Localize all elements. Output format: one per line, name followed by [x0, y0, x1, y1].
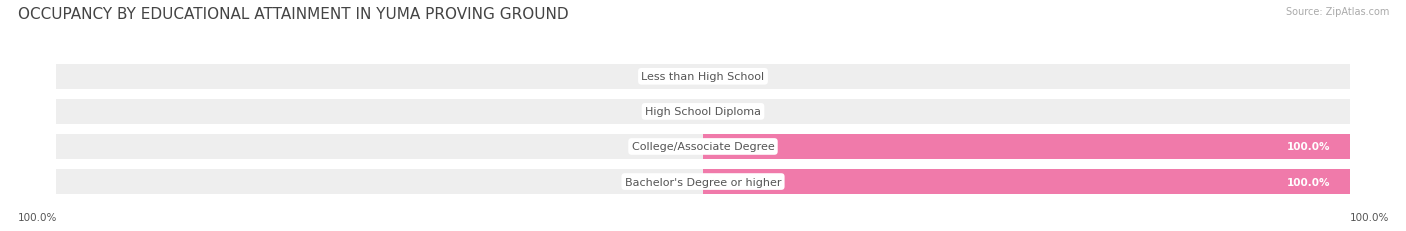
Bar — [703, 169, 1350, 194]
Text: 0.0%: 0.0% — [716, 72, 742, 82]
Text: Less than High School: Less than High School — [641, 72, 765, 82]
Text: High School Diploma: High School Diploma — [645, 107, 761, 117]
Text: 100.0%: 100.0% — [1286, 142, 1330, 152]
Bar — [56, 169, 1350, 194]
Text: OCCUPANCY BY EDUCATIONAL ATTAINMENT IN YUMA PROVING GROUND: OCCUPANCY BY EDUCATIONAL ATTAINMENT IN Y… — [18, 7, 569, 22]
Bar — [703, 134, 1350, 159]
Text: 100.0%: 100.0% — [18, 212, 58, 222]
Text: 0.0%: 0.0% — [664, 72, 690, 82]
Text: 0.0%: 0.0% — [664, 177, 690, 187]
Text: 0.0%: 0.0% — [664, 142, 690, 152]
Text: Source: ZipAtlas.com: Source: ZipAtlas.com — [1285, 7, 1389, 17]
Text: 0.0%: 0.0% — [664, 107, 690, 117]
Text: Bachelor's Degree or higher: Bachelor's Degree or higher — [624, 177, 782, 187]
Text: 100.0%: 100.0% — [1286, 177, 1330, 187]
Bar — [56, 64, 1350, 90]
Bar — [56, 134, 1350, 159]
Text: 100.0%: 100.0% — [1350, 212, 1389, 222]
Text: College/Associate Degree: College/Associate Degree — [631, 142, 775, 152]
Bar — [56, 99, 1350, 125]
Text: 0.0%: 0.0% — [716, 107, 742, 117]
